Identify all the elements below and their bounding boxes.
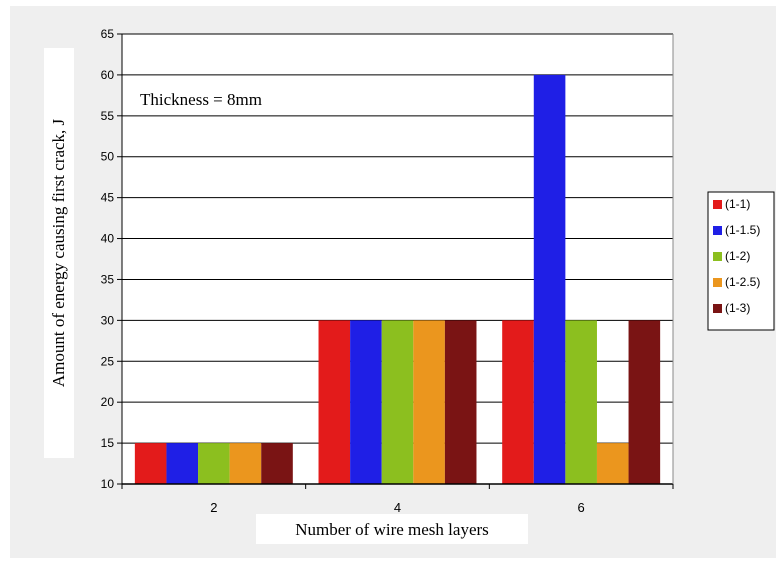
y-axis-label-box	[44, 48, 74, 458]
y-tick-label: 20	[101, 395, 115, 409]
legend-swatch	[713, 200, 722, 209]
y-tick-label: 10	[101, 477, 115, 491]
x-tick-label: 2	[210, 500, 217, 515]
x-axis-label: Number of wire mesh layers	[295, 520, 489, 539]
y-axis-label: Amount of energy causing first crack, J	[49, 118, 68, 387]
bar	[502, 320, 534, 484]
legend-swatch	[713, 226, 722, 235]
bar	[318, 320, 351, 484]
axes	[121, 34, 674, 489]
legend-label: (1-1.5)	[725, 223, 760, 237]
y-tick-label: 35	[101, 272, 115, 286]
y-tick-label: 40	[101, 232, 115, 246]
y-tick-label: 45	[101, 191, 115, 205]
bar	[533, 74, 566, 484]
legend-label: (1-1)	[725, 197, 750, 211]
legend: (1-1) (1-1.5) (1-2) (1-2.5) (1-3)	[713, 197, 760, 315]
x-tick-label: 4	[394, 500, 401, 515]
bar	[350, 320, 382, 484]
bar	[413, 320, 445, 484]
y-tick-label: 25	[101, 354, 115, 368]
legend-swatch	[713, 278, 722, 287]
x-tick-label: 6	[578, 500, 585, 515]
x-tick-labels: 2 4 6	[210, 500, 585, 515]
bar	[381, 320, 414, 484]
bar	[565, 320, 597, 484]
bar	[198, 443, 230, 484]
y-tick-label: 15	[101, 436, 115, 450]
bars	[134, 74, 661, 484]
legend-label: (1-2)	[725, 249, 750, 263]
y-tick-label: 55	[101, 109, 115, 123]
legend-label: (1-3)	[725, 301, 750, 315]
bar	[596, 443, 629, 484]
y-tick-label: 50	[101, 150, 115, 164]
bar	[166, 443, 199, 484]
x-axis-label-box	[256, 514, 528, 544]
bar	[229, 443, 262, 484]
y-tick-label: 65	[101, 27, 115, 41]
bar	[134, 443, 167, 484]
bar	[261, 443, 293, 484]
y-tick-labels: 10 15 20 25 30 35 40 45 50 55 60 65	[101, 27, 115, 491]
bar	[444, 320, 477, 484]
legend-swatch	[713, 252, 722, 261]
bar	[628, 320, 661, 484]
y-tick-label: 60	[101, 68, 115, 82]
legend-swatch	[713, 304, 722, 313]
legend-label: (1-2.5)	[725, 275, 760, 289]
annotation-box	[134, 82, 312, 114]
y-tick-label: 30	[101, 313, 115, 327]
annotation-text: Thickness = 8mm	[140, 90, 262, 109]
